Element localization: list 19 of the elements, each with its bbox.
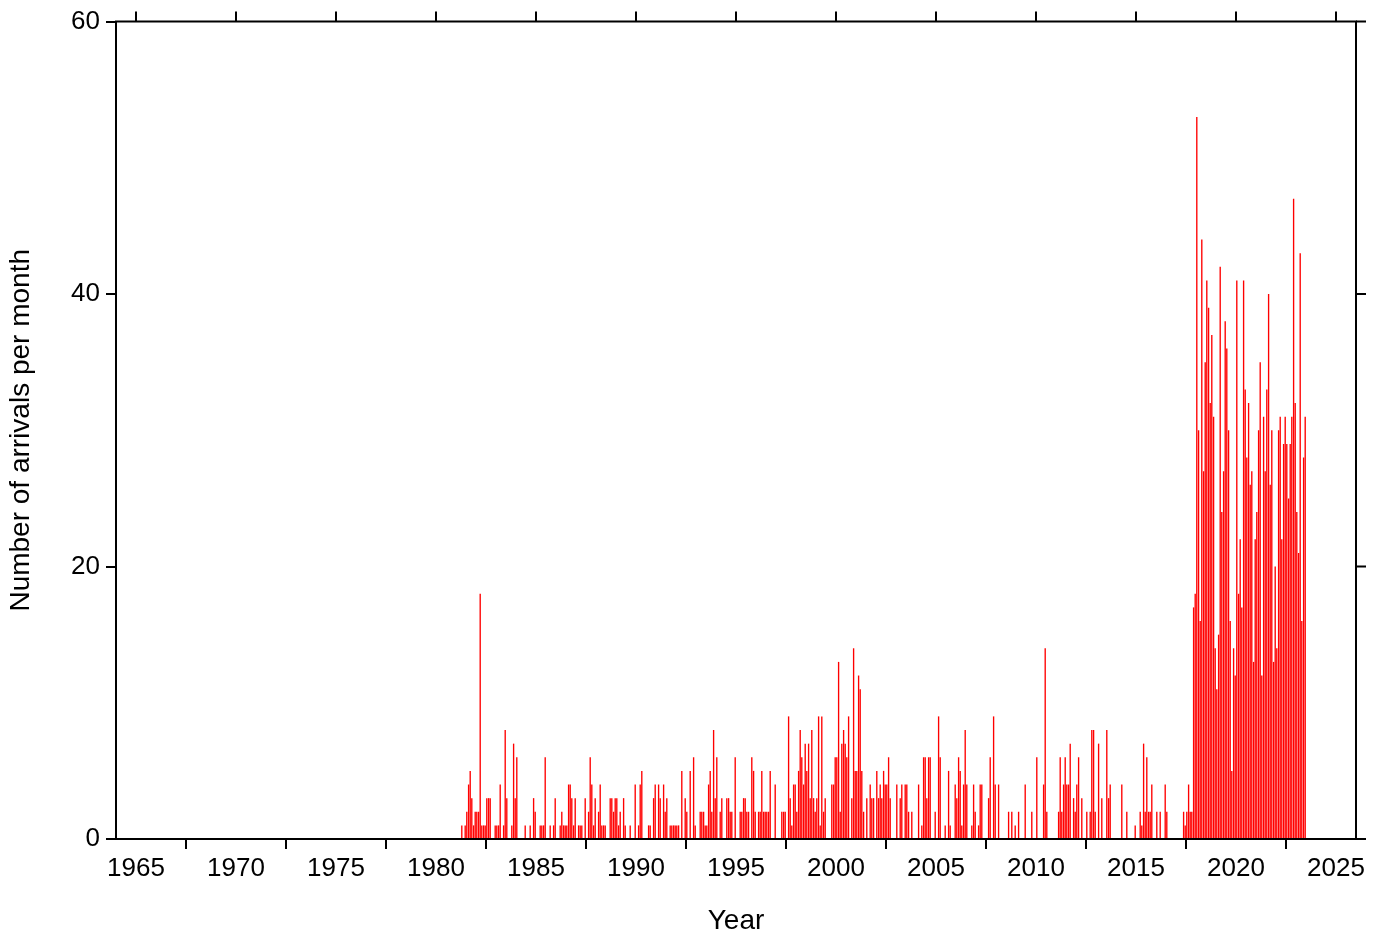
x-tick-label: 1990 bbox=[607, 851, 665, 882]
y-tick-label: 40 bbox=[71, 277, 100, 308]
x-tick-label: 2005 bbox=[907, 851, 965, 882]
y-tick-label: 0 bbox=[85, 822, 100, 853]
y-tick-label: 20 bbox=[71, 549, 100, 580]
x-tick-label: 2020 bbox=[1207, 851, 1265, 882]
x-tick-label: 1980 bbox=[407, 851, 465, 882]
x-tick-label: 1995 bbox=[707, 851, 765, 882]
x-tick-label: 1985 bbox=[507, 851, 565, 882]
y-axis-title: Number of arrivals per month bbox=[3, 249, 35, 612]
x-tick-label: 1970 bbox=[207, 851, 265, 882]
x-tick-label: 1975 bbox=[307, 851, 365, 882]
x-tick-label: 2025 bbox=[1307, 851, 1365, 882]
x-axis-title: Year bbox=[707, 903, 765, 935]
x-tick-label: 2015 bbox=[1107, 851, 1165, 882]
x-tick-label: 2000 bbox=[807, 851, 865, 882]
x-tick-label: 2010 bbox=[1007, 851, 1065, 882]
x-tick-label: 1965 bbox=[107, 851, 165, 882]
y-tick-label: 60 bbox=[71, 4, 100, 35]
